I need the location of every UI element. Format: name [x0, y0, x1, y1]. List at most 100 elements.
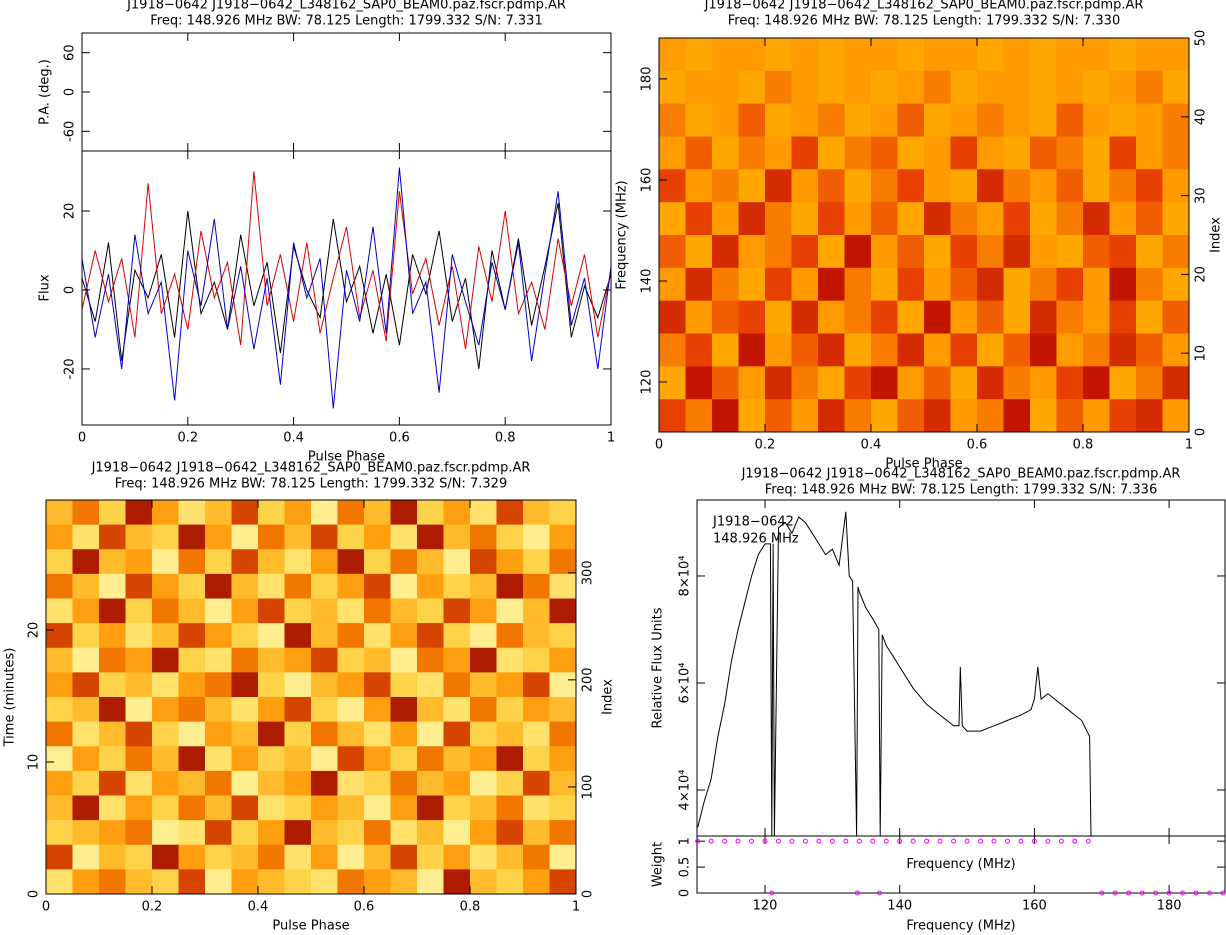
heatmap-cell: [1056, 202, 1084, 236]
heatmap-cell: [1003, 333, 1031, 367]
heatmap-cell: [1136, 300, 1163, 334]
heatmap-cell: [125, 770, 153, 796]
heatmap-cell: [1162, 300, 1190, 334]
heatmap-cell: [205, 820, 232, 846]
y-tick-label: 60: [63, 44, 78, 61]
x-tick-label: 140: [887, 899, 912, 914]
x-tick-label: 160: [1022, 899, 1047, 914]
heatmap-cell: [1136, 38, 1163, 72]
heatmap-cell: [72, 746, 100, 772]
heatmap-cell: [284, 598, 312, 624]
heatmap-cell: [659, 333, 686, 367]
heatmap-cell: [897, 70, 925, 105]
heatmap-cell: [470, 598, 497, 624]
weight-point: [843, 838, 849, 844]
annotation: J1918−0642: [712, 515, 794, 530]
heatmap-cell: [712, 202, 739, 236]
heatmap-cell: [337, 549, 365, 575]
weight-point: [978, 838, 984, 844]
heatmap-cell: [844, 169, 872, 203]
heatmap-cell: [496, 500, 524, 526]
weight-point: [1166, 890, 1172, 896]
heatmap-cell: [311, 795, 338, 821]
x-tick-label: 120: [753, 899, 778, 914]
heatmap-cell: [765, 267, 792, 302]
heatmap-cell: [231, 500, 259, 526]
y-tick-label: 120: [640, 370, 655, 395]
heatmap-cell: [417, 549, 444, 575]
heatmap-cell: [523, 647, 550, 673]
heatmap-cell: [1030, 267, 1057, 302]
heatmap-cell: [950, 366, 978, 400]
heatmap-cell: [1056, 399, 1084, 433]
heatmap-cell: [46, 549, 73, 575]
heatmap-cell: [284, 721, 312, 747]
heatmap-cell: [99, 697, 126, 723]
heatmap-cell: [258, 869, 285, 895]
heatmap-cell: [549, 524, 577, 550]
heatmap-cell: [1109, 366, 1137, 400]
heatmap-cell: [685, 267, 713, 302]
weight-point: [910, 838, 916, 844]
x-tick-label: 180: [1157, 899, 1182, 914]
data-line: [81, 167, 612, 409]
heatmap-cell: [685, 70, 713, 105]
heatmap-cell: [738, 235, 766, 269]
heatmap-cell: [1109, 103, 1137, 137]
heatmap-cell: [417, 844, 444, 870]
heatmap-cell: [496, 795, 524, 821]
heatmap-cell: [659, 169, 686, 203]
heatmap-cell: [818, 235, 845, 269]
heatmap-cell: [284, 820, 312, 846]
heatmap-cell: [364, 844, 391, 870]
heatmap-cell: [712, 399, 739, 433]
heatmap-cell: [791, 333, 819, 367]
weight-point: [937, 838, 943, 844]
x-tick-label: 0.4: [248, 900, 269, 915]
weight-point: [856, 838, 862, 844]
heatmap-cell: [659, 38, 686, 72]
heatmap-cell: [496, 697, 524, 723]
heatmap-cell: [258, 721, 285, 747]
heatmap-cell: [258, 844, 285, 870]
heatmap-cell: [738, 70, 766, 105]
y2-axis-label: Index: [1209, 217, 1224, 253]
heatmap-cell: [337, 844, 365, 870]
heatmap-cell: [205, 500, 232, 526]
heatmap-cell: [897, 136, 925, 170]
plot-frame: [81, 32, 612, 152]
heatmap-cell: [178, 500, 206, 526]
heatmap-cell: [1083, 366, 1110, 400]
heatmap-cell: [178, 795, 206, 821]
x-tick-label: 0.6: [967, 438, 988, 453]
heatmap-cell: [659, 136, 686, 170]
heatmap-cell: [231, 524, 259, 550]
x-tick-label: 0: [78, 431, 86, 446]
heatmap-cell: [496, 573, 524, 599]
heatmap-cell: [1162, 399, 1190, 433]
heatmap-cell: [152, 820, 179, 846]
heatmap-cell: [470, 500, 497, 526]
heatmap-cell: [337, 672, 365, 698]
heatmap-cell: [897, 202, 925, 236]
heatmap-cell: [950, 399, 978, 433]
heatmap-cell: [950, 333, 978, 367]
heatmap-cell: [844, 103, 872, 137]
heatmap-cell: [685, 366, 713, 400]
y-tick-label: 0.5: [678, 857, 693, 878]
heatmap-cell: [417, 869, 444, 895]
heatmap-cell: [417, 770, 444, 796]
y-axis-label: Weight: [651, 842, 666, 887]
heatmap-cell: [470, 869, 497, 895]
heatmap-cell: [46, 795, 73, 821]
heatmap-cell: [178, 770, 206, 796]
heatmap-cell: [205, 746, 232, 772]
weight-point: [802, 838, 808, 844]
heatmap-cell: [1136, 399, 1163, 433]
heatmap-cell: [523, 770, 550, 796]
heatmap-cell: [125, 795, 153, 821]
heatmap-cell: [496, 746, 524, 772]
chart-title: J1918−0642 J1918−0642_L348162_SAP0_BEAM0…: [704, 0, 1144, 13]
heatmap-cell: [685, 202, 713, 236]
heatmap-cell: [844, 366, 872, 400]
